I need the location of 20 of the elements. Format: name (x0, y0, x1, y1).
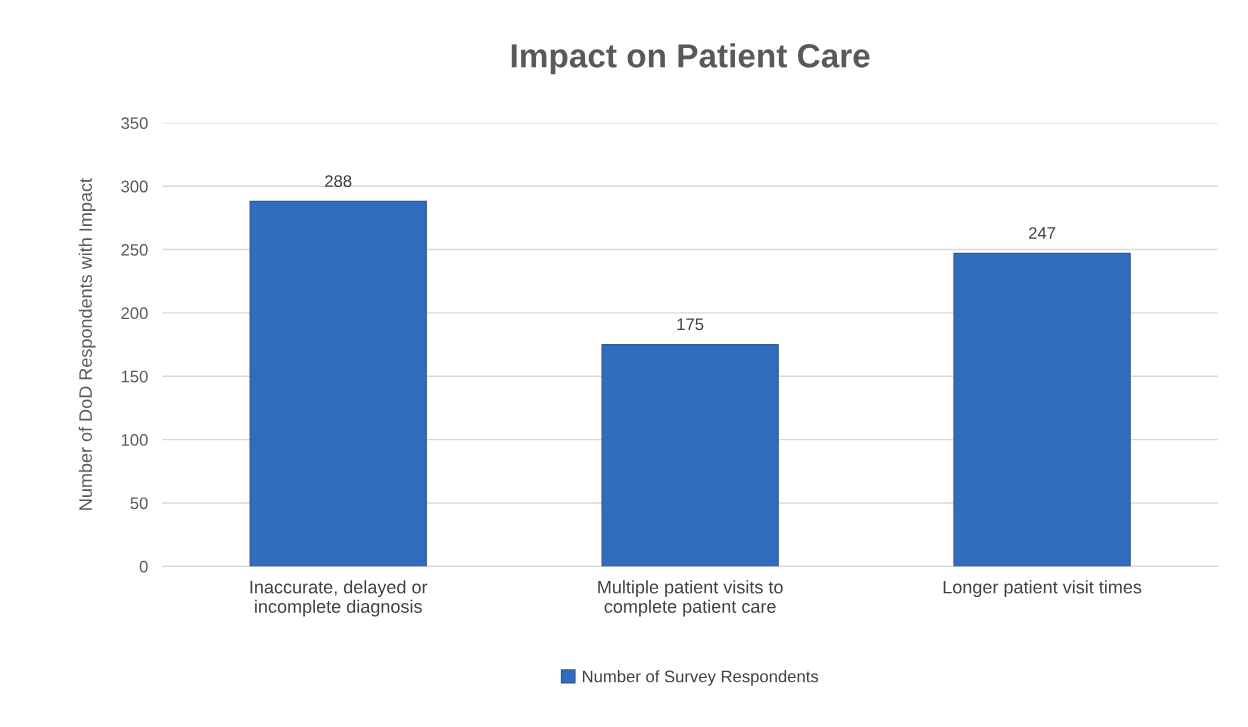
x-tick-label: Multiple patient visits to complete patient care (598, 580, 783, 617)
y-tick-label: 200 (121, 307, 148, 320)
bar (953, 252, 1131, 567)
data-label: 247 (1029, 227, 1056, 239)
data-label: 288 (325, 175, 352, 188)
y-tick-label: 250 (121, 243, 148, 256)
y-tick-label: 150 (121, 370, 148, 383)
y-axis-title: Number of DoD Respondents with Impact (78, 178, 96, 510)
y-tick-label: 0 (139, 560, 148, 573)
y-tick-label: 50 (130, 497, 148, 510)
x-tick-label: Inaccurate, delayed or incomplete diagnosis (250, 580, 428, 617)
chart-title: Impact on Patient Care (511, 43, 870, 75)
y-tick-label: 350 (121, 117, 148, 130)
bar (249, 200, 427, 567)
y-tick-label: 100 (121, 434, 148, 446)
data-label: 175 (677, 318, 704, 331)
y-tick-label: 300 (121, 180, 148, 193)
bar (601, 343, 779, 567)
x-tick-label: Longer patient visit times (943, 580, 1142, 598)
legend-label: Number of Survey Respondents (582, 670, 819, 686)
